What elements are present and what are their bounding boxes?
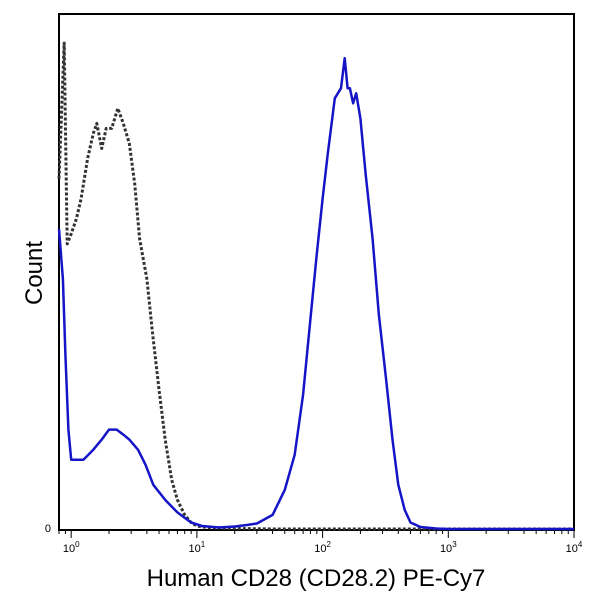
x-tick-label: 102	[314, 540, 331, 555]
x-axis-title: Human CD28 (CD28.2) PE-Cy7	[147, 565, 486, 592]
plot-frame	[58, 13, 575, 531]
y-axis-ticks: 0	[45, 523, 51, 535]
x-tick-label: 104	[566, 540, 583, 555]
series-layer	[57, 41, 574, 531]
x-tick-label: 101	[189, 540, 206, 555]
y-axis-title: Count	[21, 241, 48, 305]
x-tick-label: 100	[63, 540, 80, 555]
stained-histogram-line	[57, 56, 574, 531]
x-tick-label: 103	[440, 540, 457, 555]
y-tick-label: 0	[45, 523, 51, 535]
x-axis-ticks: 100 101 102 103 104	[58, 530, 583, 555]
